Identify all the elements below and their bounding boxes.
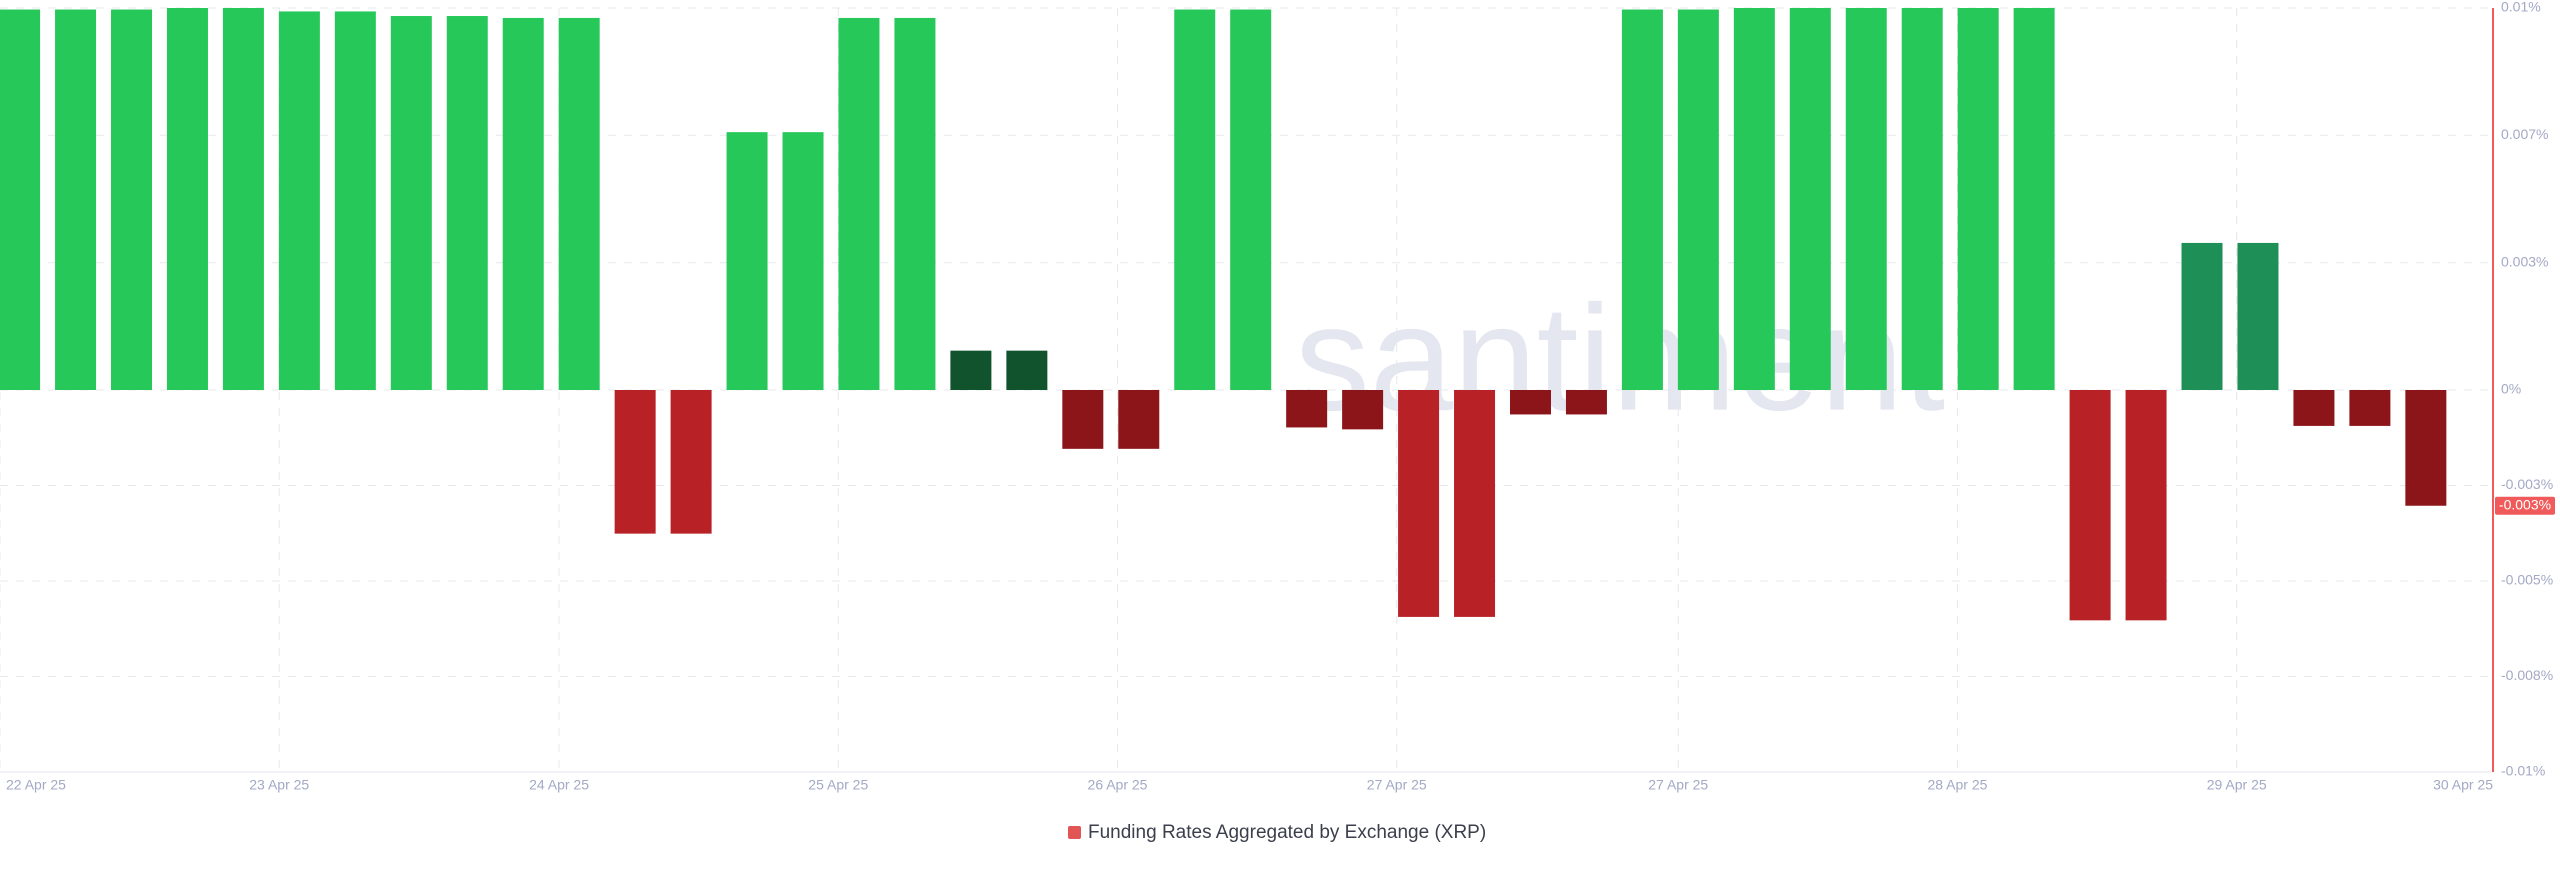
y-tick-label: -0.003% (2501, 476, 2553, 492)
x-tick-label: 29 Apr 25 (2207, 777, 2267, 793)
bar (1062, 390, 1104, 449)
bar (1286, 390, 1328, 428)
bar (614, 390, 656, 534)
bar (2237, 242, 2279, 390)
bar (502, 17, 544, 390)
bar (1454, 390, 1496, 617)
bar (2013, 8, 2055, 390)
bar (2125, 390, 2167, 621)
x-tick-label: 22 Apr 25 (6, 777, 66, 793)
bar (278, 11, 320, 391)
legend-swatch (1068, 826, 1081, 839)
bar (1174, 9, 1216, 390)
x-tick-label: 27 Apr 25 (1367, 777, 1427, 793)
y-tick-label: 0.003% (2501, 253, 2548, 269)
x-tick-label: 24 Apr 25 (529, 777, 589, 793)
bar (726, 132, 768, 390)
bar (2349, 390, 2391, 426)
bar (0, 9, 41, 390)
y-tick-label: 0.01% (2501, 0, 2541, 15)
bar (1118, 390, 1160, 449)
bar (334, 11, 376, 391)
bar (1342, 390, 1384, 430)
y-tick-label: 0% (2501, 381, 2521, 397)
bar (1957, 8, 1999, 390)
x-tick-label: 27 Apr 25 (1648, 777, 1708, 793)
bar (950, 350, 992, 390)
bar (782, 132, 824, 390)
bar (222, 8, 264, 390)
bar (2405, 390, 2447, 506)
bar (1398, 390, 1440, 617)
bar (670, 390, 712, 534)
current-value-badge (2495, 496, 2555, 515)
x-tick-label: 23 Apr 25 (249, 777, 309, 793)
bar (1789, 8, 1831, 390)
legend-label: Funding Rates Aggregated by Exchange (XR… (1088, 822, 1486, 843)
y-tick-label: -0.01% (2501, 763, 2545, 779)
x-tick-label: 26 Apr 25 (1088, 777, 1148, 793)
bar (1733, 8, 1775, 390)
current-value-label: -0.003% (2499, 496, 2551, 512)
x-tick-label: 30 Apr 25 (2433, 777, 2493, 793)
bar (446, 16, 488, 390)
y-tick-label: 0.007% (2501, 126, 2548, 142)
bar (1621, 9, 1663, 390)
bar (111, 9, 153, 390)
bar (2069, 390, 2111, 621)
y-tick-label: -0.008% (2501, 667, 2553, 683)
bar (1230, 9, 1272, 390)
bar (1006, 350, 1048, 390)
bar (55, 9, 97, 390)
bar (1677, 9, 1719, 390)
bar (390, 16, 432, 390)
bar (1565, 390, 1607, 415)
bar (1509, 390, 1551, 415)
bar (838, 17, 880, 390)
bar (894, 17, 936, 390)
x-tick-label: 28 Apr 25 (1927, 777, 1987, 793)
y-tick-label: -0.005% (2501, 572, 2553, 588)
bar (166, 8, 208, 390)
bar (558, 17, 600, 390)
bar (2181, 242, 2223, 390)
bar (2293, 390, 2335, 426)
x-tick-label: 25 Apr 25 (808, 777, 868, 793)
bar (1901, 8, 1943, 390)
bar (1845, 8, 1887, 390)
